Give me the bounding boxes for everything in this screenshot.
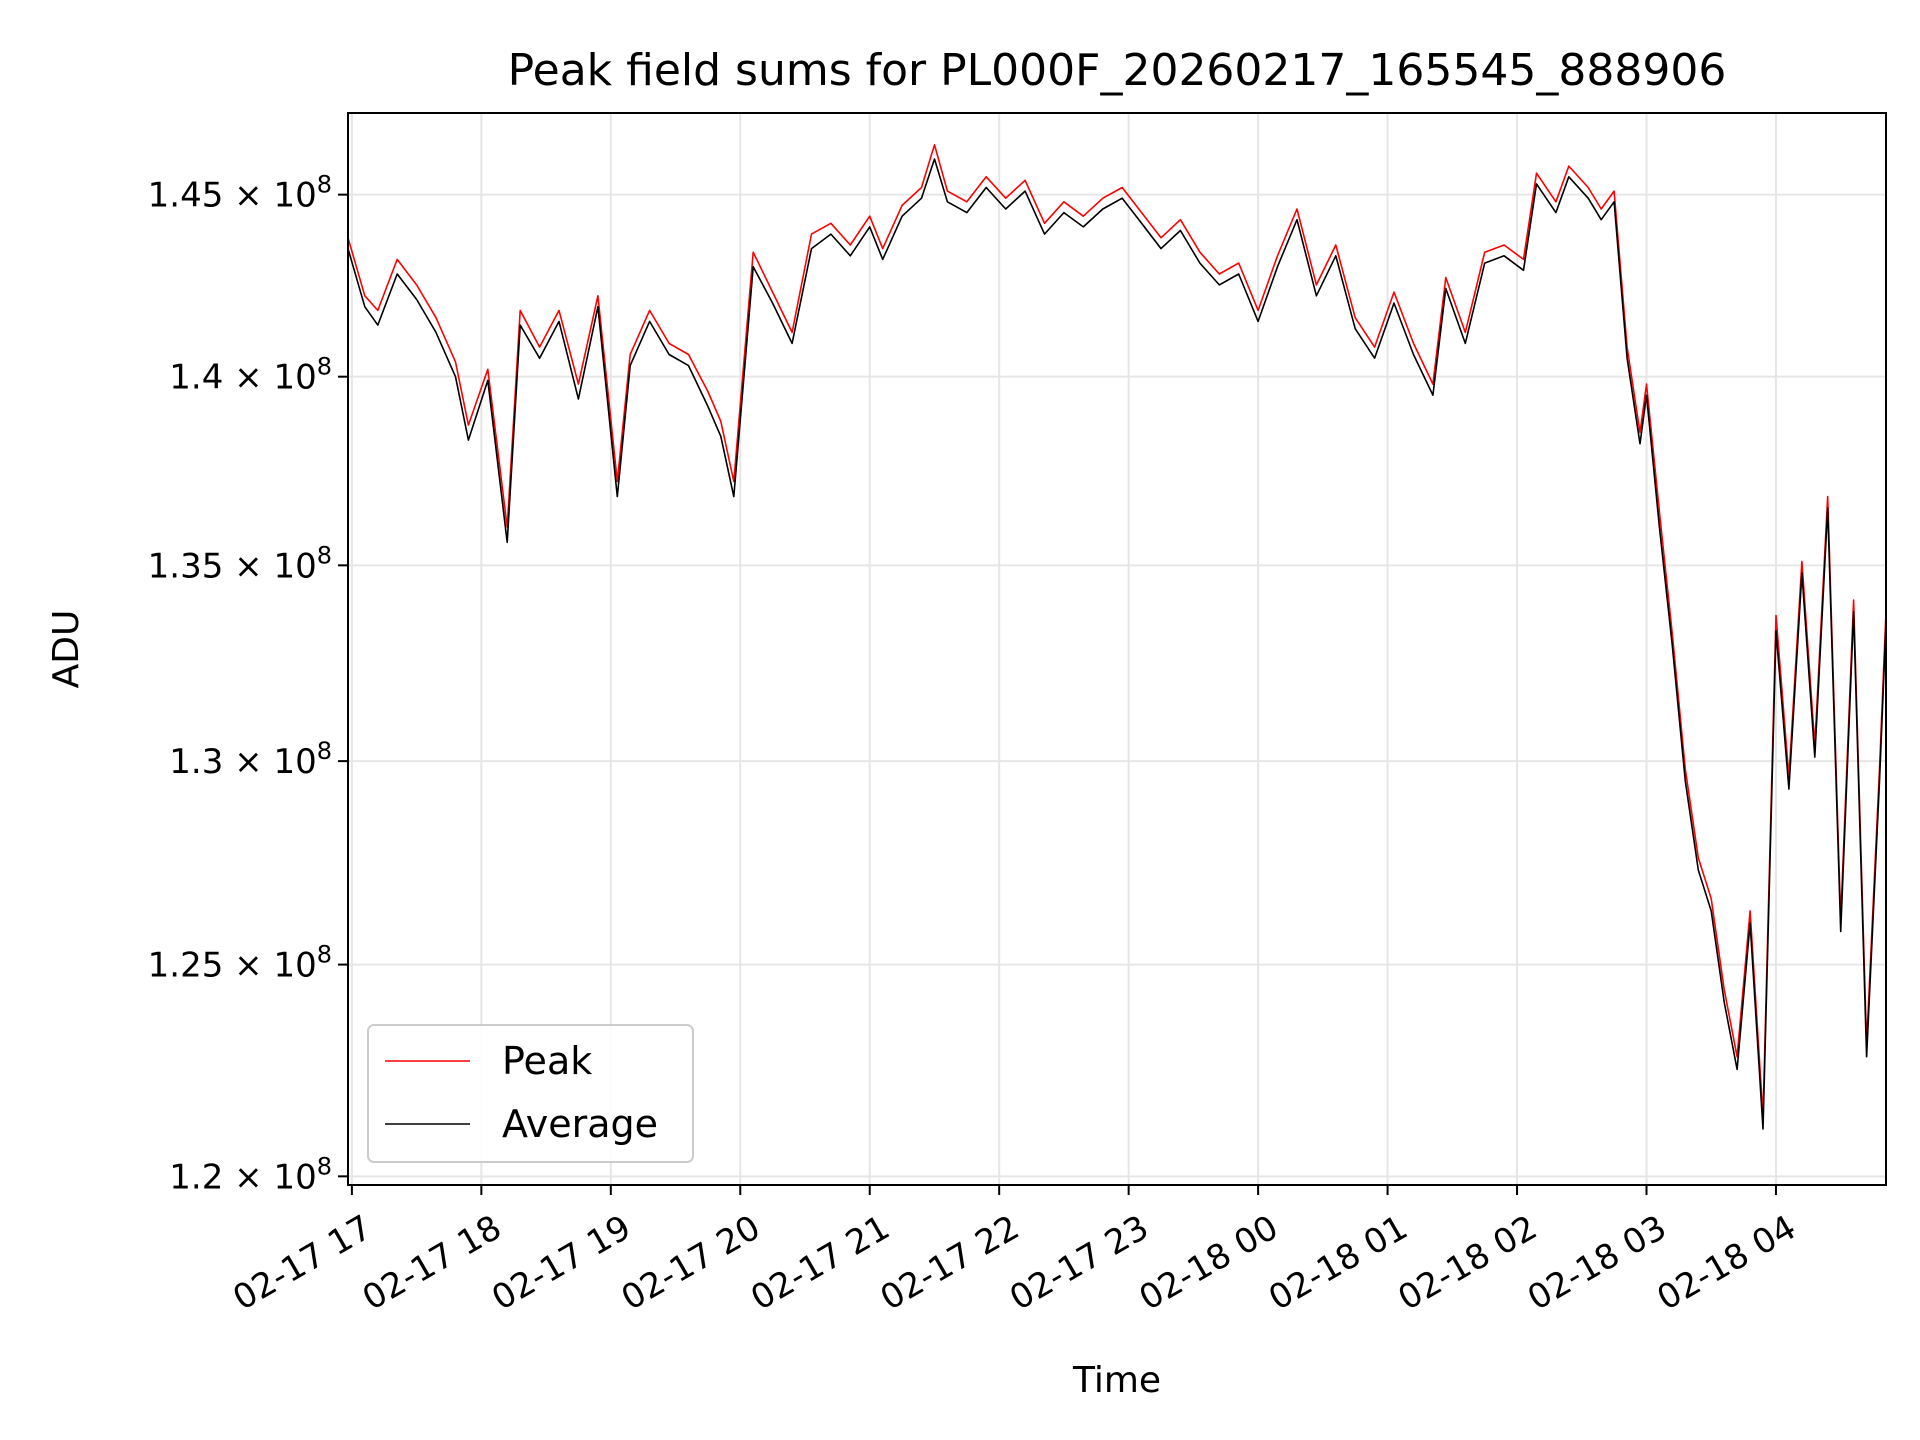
series-layer	[347, 144, 1887, 1130]
chart-title: Peak field sums for PL000F_20260217_1655…	[508, 45, 1727, 96]
legend-box	[367, 1024, 694, 1163]
grid-layer	[348, 113, 1886, 1185]
plot-frame	[347, 112, 1887, 1186]
legend-label-peak: Peak	[502, 1039, 592, 1083]
y-tick-label: 1.3 × 108	[169, 737, 332, 782]
series-line-peak	[347, 144, 1887, 1117]
y-tick-label: 1.25 × 108	[148, 941, 332, 986]
legend-label-average: Average	[502, 1102, 658, 1146]
y-tick-label: 1.45 × 108	[148, 171, 332, 216]
y-tick-label: 1.4 × 108	[169, 353, 332, 398]
x-axis-title: Time	[1072, 1360, 1161, 1401]
series-line-average	[347, 158, 1887, 1130]
y-tick-label: 1.35 × 108	[148, 541, 332, 586]
y-tick-label: 1.2 × 108	[169, 1152, 332, 1197]
y-axis-title: ADU	[46, 610, 87, 689]
y-axis-ticks: 1.2 × 108 1.25 × 108 1.3 × 108 1.35 × 108 1.…	[148, 171, 348, 1197]
legend: Peak Average	[367, 1024, 694, 1163]
